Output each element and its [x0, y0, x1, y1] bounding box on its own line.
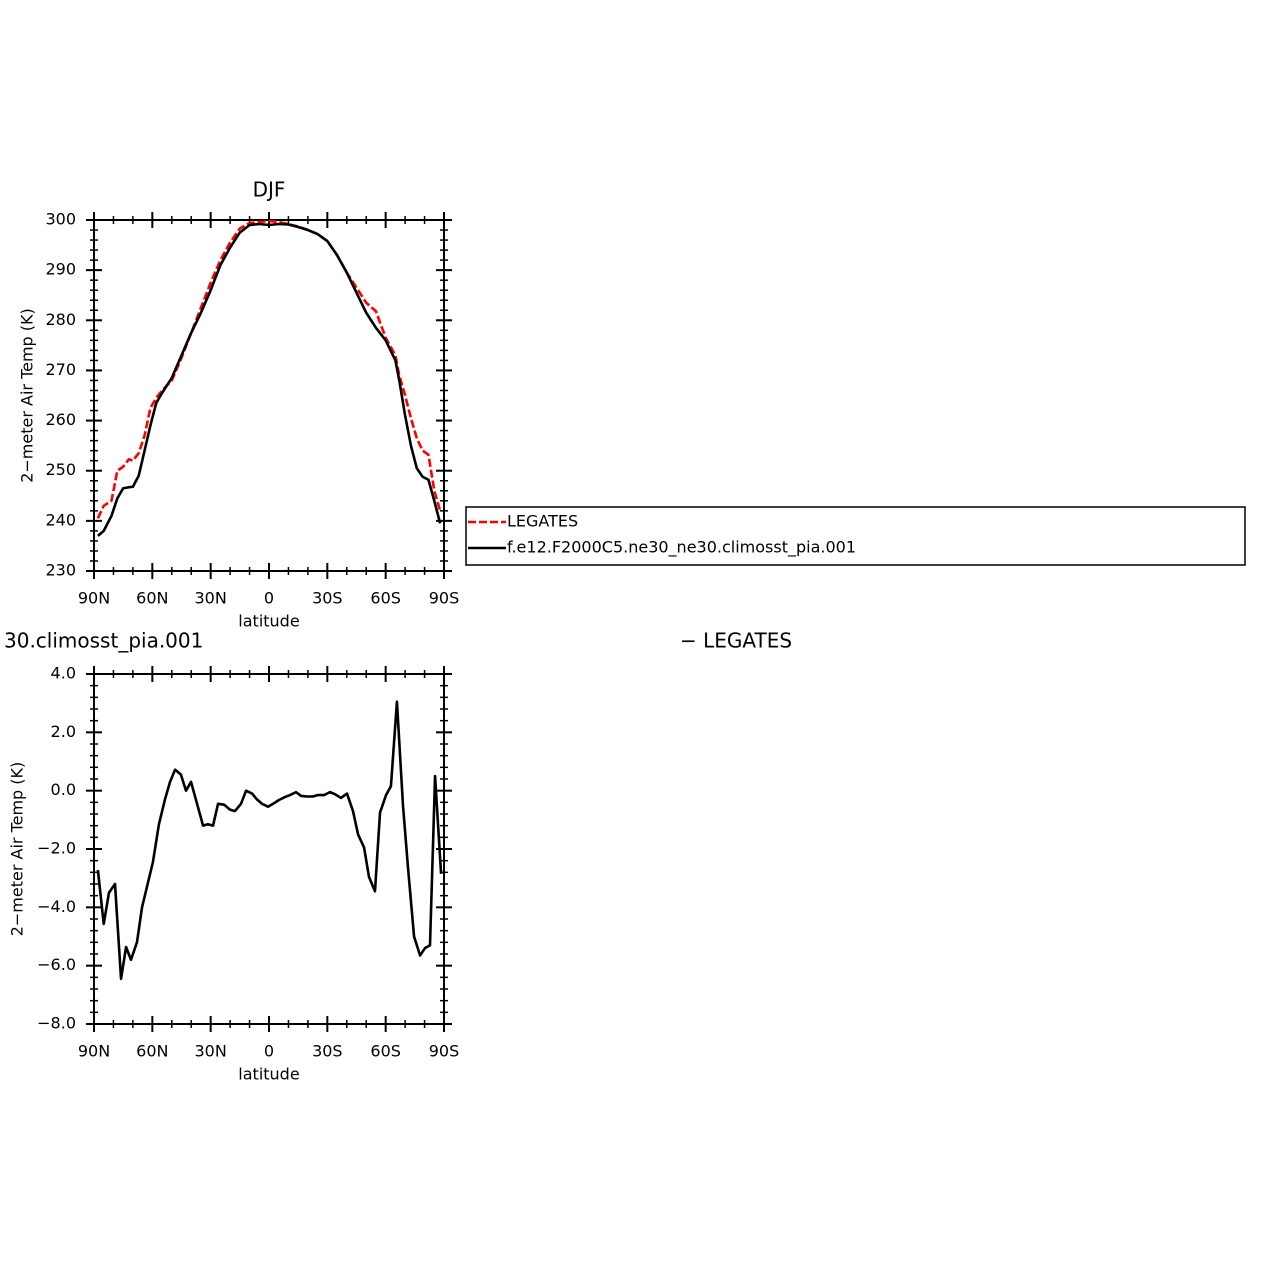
legend-label: LEGATES	[507, 512, 578, 531]
chart-title: 30.climosst_pia.001	[4, 629, 203, 653]
x-tick-label: 30N	[195, 1042, 227, 1061]
x-tick-label: 0	[264, 1042, 274, 1061]
plot-frame	[93, 673, 445, 1025]
x-tick-label: 30S	[312, 1042, 343, 1061]
y-axis-label: 2−meter Air Temp (K)	[8, 762, 27, 937]
legend-box	[465, 506, 1246, 566]
chart-subtitle: − LEGATES	[680, 629, 792, 653]
x-tick-label: 30S	[312, 589, 343, 608]
x-tick-label: 90N	[78, 589, 110, 608]
x-tick-label: 90S	[429, 589, 460, 608]
y-tick-label: 300	[45, 210, 76, 229]
legend-label: f.e12.F2000C5.ne30_ne30.climosst_pia.001	[507, 538, 856, 558]
chart-title: DJF	[253, 178, 286, 202]
plot-frame	[93, 219, 445, 572]
y-axis-label: 2−meter Air Temp (K)	[18, 308, 37, 483]
y-tick-label: 260	[45, 410, 76, 429]
y-tick-label: 230	[45, 561, 76, 580]
y-tick-label: 270	[45, 360, 76, 379]
y-tick-label: −2.0	[37, 839, 76, 858]
y-tick-label: −8.0	[37, 1014, 76, 1033]
x-tick-label: 0	[264, 589, 274, 608]
x-axis-label: latitude	[238, 612, 299, 631]
data-line	[96, 700, 443, 981]
y-tick-label: 0.0	[51, 780, 76, 799]
y-tick-label: −4.0	[37, 897, 76, 916]
data-line	[97, 222, 442, 537]
x-tick-label: 60N	[136, 1042, 168, 1061]
data-line	[96, 219, 442, 519]
x-axis-label: latitude	[238, 1065, 299, 1084]
y-tick-label: 240	[45, 510, 76, 529]
y-tick-label: 4.0	[51, 664, 76, 683]
x-tick-label: 90N	[78, 1042, 110, 1061]
x-tick-label: 60N	[136, 589, 168, 608]
y-tick-label: 280	[45, 310, 76, 329]
y-tick-label: 2.0	[51, 722, 76, 741]
x-tick-label: 90S	[429, 1042, 460, 1061]
x-tick-label: 60S	[370, 1042, 401, 1061]
y-tick-label: 290	[45, 260, 76, 279]
x-tick-label: 30N	[195, 589, 227, 608]
x-tick-label: 60S	[370, 589, 401, 608]
y-tick-label: 250	[45, 460, 76, 479]
y-tick-label: −6.0	[37, 955, 76, 974]
